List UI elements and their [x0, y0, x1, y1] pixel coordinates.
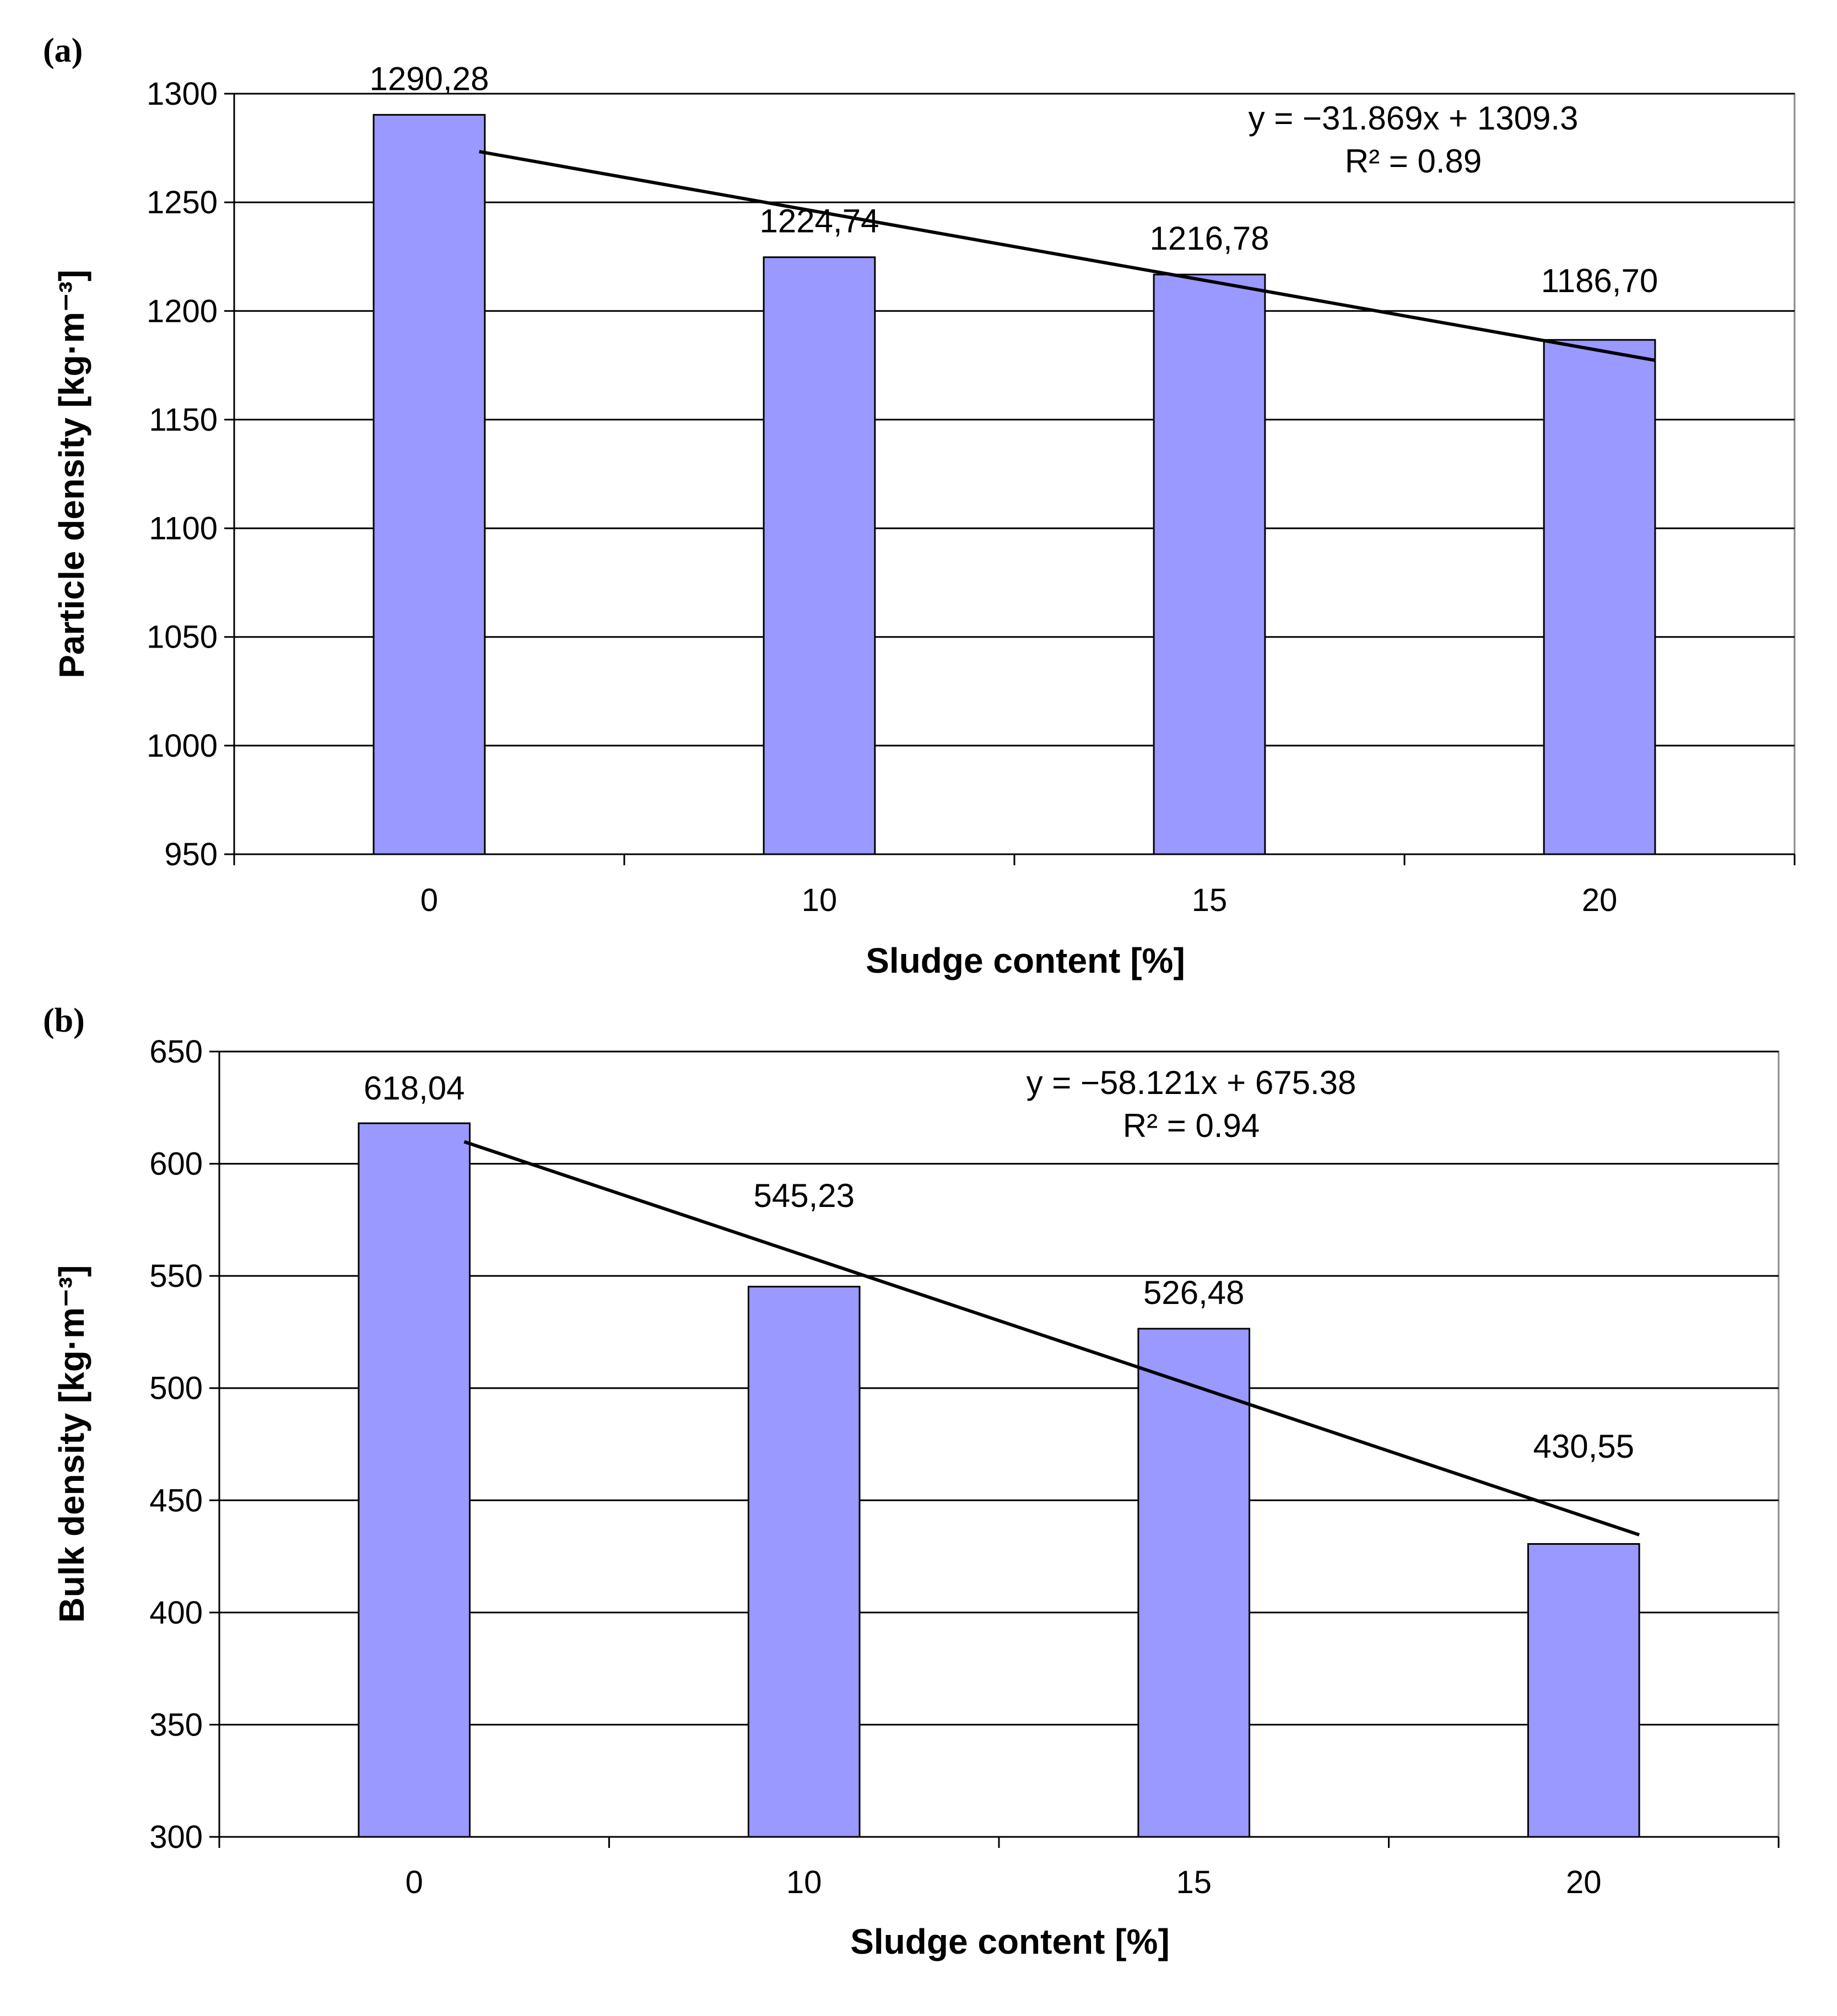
data-label: 545,23 — [753, 1177, 855, 1214]
bar — [1137, 1328, 1251, 1838]
y-tick-label: 950 — [164, 837, 218, 872]
x-tick-label: 15 — [1192, 882, 1228, 918]
x-axis-title: Sludge content [%] — [850, 1922, 1170, 1961]
y-tick-label: 650 — [149, 1034, 203, 1070]
trendline — [479, 150, 1656, 362]
y-axis-title: Particle density [kg·m⁻³] — [52, 269, 91, 678]
y-tick-label: 1250 — [147, 185, 218, 220]
trendline-r2: R² = 0.94 — [1123, 1107, 1260, 1144]
y-tick-label: 350 — [149, 1707, 203, 1743]
bar — [372, 114, 486, 855]
panel-label: (a) — [43, 32, 83, 69]
y-tick-label: 550 — [149, 1258, 203, 1294]
y-tick-label: 1300 — [147, 76, 218, 112]
data-label: 430,55 — [1533, 1428, 1634, 1465]
bar — [1153, 273, 1266, 855]
y-tick-label: 1050 — [147, 619, 218, 655]
bar — [358, 1122, 471, 1838]
data-label: 618,04 — [364, 1070, 465, 1107]
trendline-r2: R² = 0.89 — [1345, 143, 1482, 180]
trendline-equation: y = −31.869x + 1309.3 — [1249, 100, 1579, 137]
y-tick-label: 450 — [149, 1483, 203, 1518]
x-tick-label: 10 — [802, 882, 838, 918]
chart-panel-b: (b) 300 350 400 450 500 550 600 650 618,04 0 545,23… — [43, 1002, 1780, 1961]
y-axis-title: Bulk density [kg·m⁻³] — [52, 1265, 91, 1623]
x-tick-label: 10 — [786, 1864, 822, 1900]
x-axis-title: Sludge content [%] — [866, 941, 1185, 980]
trendline — [463, 1140, 1640, 1537]
y-tick-label: 1000 — [147, 728, 218, 764]
bar — [1527, 1543, 1640, 1838]
y-tick-label: 1200 — [147, 293, 218, 329]
y-tick-label: 600 — [149, 1146, 203, 1182]
bar — [747, 1286, 861, 1838]
bar — [763, 256, 876, 855]
data-label: 1224,74 — [760, 203, 879, 240]
trendline-equation: y = −58.121x + 675.38 — [1026, 1064, 1357, 1101]
x-tick-label: 0 — [406, 1864, 423, 1900]
y-tick-label: 500 — [149, 1371, 203, 1406]
data-label: 526,48 — [1143, 1274, 1245, 1311]
y-tick-label: 1100 — [149, 511, 218, 547]
panel-label: (b) — [43, 1002, 85, 1039]
data-label: 1186,70 — [1541, 262, 1658, 299]
y-tick-label: 300 — [149, 1819, 203, 1855]
chart-panel-a: (a) 950 1000 1050 1100 1150 1200 1250 1300 1290,2… — [43, 32, 1796, 980]
data-label: 1290,28 — [370, 60, 489, 97]
data-label: 1216,78 — [1150, 220, 1269, 257]
y-tick-label: 1150 — [149, 402, 218, 438]
x-tick-label: 20 — [1582, 882, 1618, 918]
y-tick-label: 400 — [149, 1595, 203, 1631]
x-tick-label: 20 — [1566, 1864, 1602, 1900]
bar — [1543, 339, 1656, 855]
x-tick-label: 0 — [420, 882, 438, 918]
x-tick-label: 15 — [1176, 1864, 1212, 1900]
